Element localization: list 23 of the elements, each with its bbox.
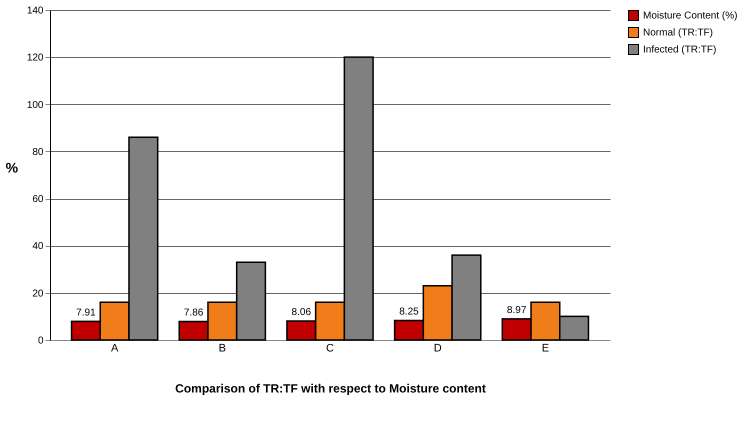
x-tick-label: A — [110, 342, 119, 354]
y-tick-label: 40 — [32, 241, 44, 252]
y-tick-label: 80 — [32, 146, 44, 158]
y-tick-label: 60 — [32, 194, 44, 206]
legend-label: Normal (TR:TF) — [643, 28, 713, 38]
y-tick-label: 120 — [26, 52, 44, 64]
legend-label: Infected (TR:TF) — [643, 44, 716, 56]
data-label: 7.86 — [184, 307, 204, 318]
y-axis-title: % — [6, 160, 19, 176]
y-tick-label: 100 — [26, 100, 44, 111]
x-tick-label: B — [218, 342, 226, 354]
x-tick-label: D — [434, 342, 442, 354]
y-tick-label: 0 — [38, 336, 44, 346]
x-tick-label: C — [326, 342, 334, 354]
x-tick-label: E — [542, 342, 550, 354]
data-label: 7.91 — [76, 307, 96, 318]
data-label: 8.25 — [399, 306, 420, 318]
x-axis-title: Comparison of TR:TF with respect to Moisture content — [175, 382, 486, 396]
y-tick-label: 140 — [26, 6, 44, 16]
data-label: 8.06 — [292, 307, 312, 318]
legend-label: Moisture Content (%) — [643, 10, 738, 22]
y-tick-label: 20 — [32, 288, 44, 300]
data-label: 8.97 — [506, 304, 527, 316]
